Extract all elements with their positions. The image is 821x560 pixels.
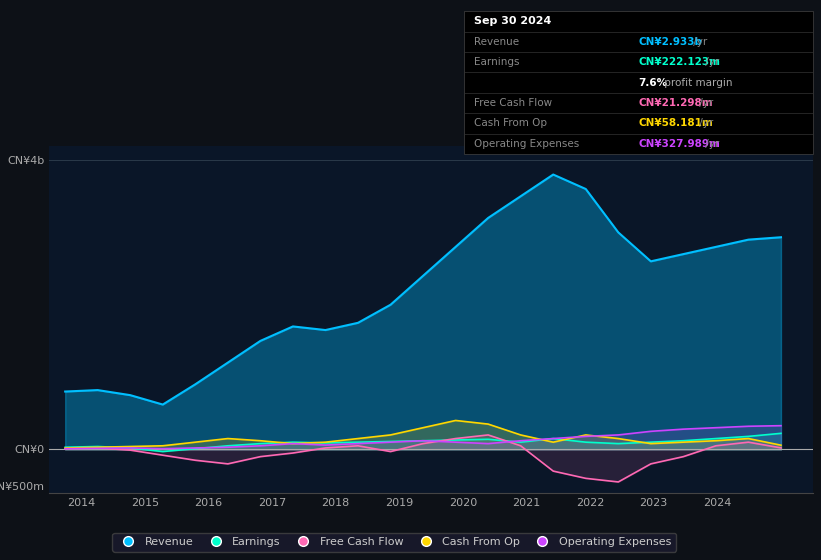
Text: CN¥327.989m: CN¥327.989m <box>639 139 720 149</box>
Text: 7.6%: 7.6% <box>639 78 667 87</box>
Text: CN¥222.123m: CN¥222.123m <box>639 57 720 67</box>
Text: Cash From Op: Cash From Op <box>474 118 547 128</box>
Text: Operating Expenses: Operating Expenses <box>474 139 579 149</box>
Text: Sep 30 2024: Sep 30 2024 <box>474 16 551 26</box>
Text: CN¥2.933b: CN¥2.933b <box>639 37 702 47</box>
Text: /yr: /yr <box>690 37 708 47</box>
Text: Earnings: Earnings <box>474 57 519 67</box>
Text: CN¥58.181m: CN¥58.181m <box>639 118 713 128</box>
Text: /yr: /yr <box>701 139 719 149</box>
Text: /yr: /yr <box>701 57 719 67</box>
Text: Free Cash Flow: Free Cash Flow <box>474 98 552 108</box>
Text: Revenue: Revenue <box>474 37 519 47</box>
Legend: Revenue, Earnings, Free Cash Flow, Cash From Op, Operating Expenses: Revenue, Earnings, Free Cash Flow, Cash … <box>112 533 676 552</box>
Text: /yr: /yr <box>695 98 713 108</box>
Text: profit margin: profit margin <box>662 78 733 87</box>
Text: CN¥21.298m: CN¥21.298m <box>639 98 713 108</box>
Text: /yr: /yr <box>695 118 713 128</box>
